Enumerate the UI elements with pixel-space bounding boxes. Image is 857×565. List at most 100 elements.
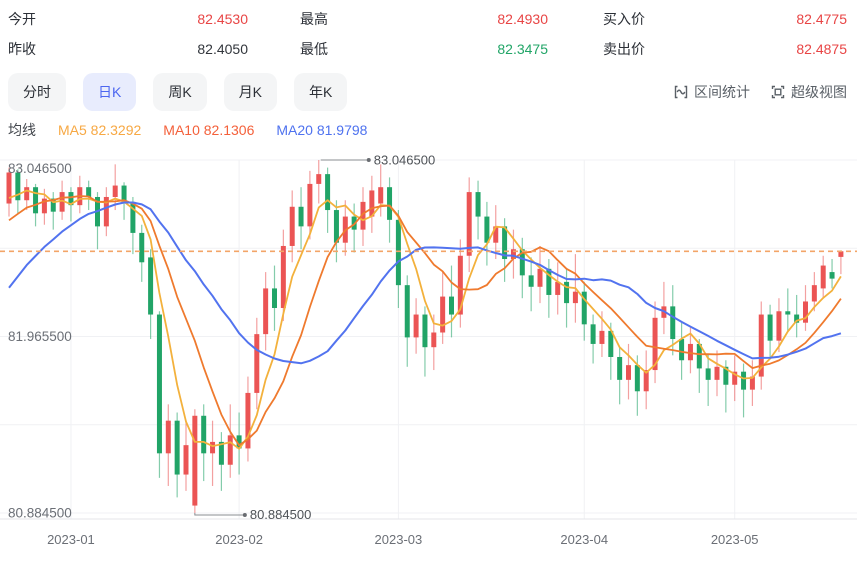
candle — [369, 190, 375, 217]
super-view-button[interactable]: 超级视图 — [770, 82, 847, 102]
today-open-value: 82.4530 — [197, 11, 248, 27]
candle — [572, 291, 578, 304]
svg-text:83.046500: 83.046500 — [374, 153, 435, 168]
candle — [280, 245, 286, 309]
candlestick-chart-svg[interactable]: 83.046500 80.884500 83.046500 81.965500 80.8… — [0, 148, 857, 565]
candle — [360, 201, 366, 230]
ma-legend: 均线 MA5 82.3292 MA10 82.1306 MA20 81.9798 — [8, 120, 367, 140]
low-value: 82.3475 — [497, 41, 548, 57]
candle — [581, 291, 587, 325]
candle — [652, 317, 658, 371]
candle — [183, 445, 189, 475]
ma10-line — [8, 195, 842, 447]
candle — [289, 206, 295, 246]
high-label: 最高 — [300, 11, 328, 27]
range-stats-button[interactable]: 区间统计 — [673, 82, 750, 102]
candle — [245, 392, 251, 449]
x-axis-label: 2023-04 — [560, 532, 608, 547]
candle — [811, 285, 817, 302]
tab-monthly-k[interactable]: 月K — [223, 73, 278, 111]
candle — [121, 185, 127, 202]
x-axis-label: 2023-03 — [375, 532, 423, 547]
candle — [643, 370, 649, 392]
candle — [528, 275, 534, 287]
max-annotation: 83.046500 — [320, 153, 435, 168]
candle — [732, 371, 738, 385]
candle — [590, 324, 596, 344]
min-annotation: 80.884500 — [194, 507, 311, 522]
candle — [440, 296, 446, 333]
candle — [404, 285, 410, 338]
candle — [298, 206, 304, 227]
candle — [148, 257, 154, 315]
quote-prev-close: 昨收 82.4050 — [8, 39, 248, 59]
tab-daily-k[interactable]: 日K — [83, 73, 137, 111]
candle — [218, 441, 224, 465]
x-axis-labels: 2023-01 2023-02 2023-03 2023-04 2023-05 — [47, 532, 758, 547]
candle — [466, 192, 472, 256]
candle — [741, 371, 747, 390]
candle — [634, 365, 640, 392]
candle — [50, 198, 56, 212]
candle — [484, 216, 490, 243]
candle — [236, 435, 242, 449]
candle — [785, 311, 791, 315]
candle — [829, 272, 835, 279]
candle — [758, 314, 764, 377]
period-tabs: 分时 日K 周K 月K 年K — [8, 73, 348, 111]
candle — [546, 268, 552, 295]
candle — [130, 201, 136, 233]
candle — [15, 172, 21, 201]
prev-close-label: 昨收 — [8, 41, 36, 57]
candle — [422, 314, 428, 348]
ma-legend-item-ma20: MA20 81.9798 — [276, 122, 368, 138]
x-axis-label: 2023-05 — [711, 532, 759, 547]
candle — [670, 306, 676, 340]
candle — [41, 198, 47, 214]
candle — [6, 172, 12, 204]
ma-legend-title: 均线 — [8, 122, 36, 138]
y-axis-label: 83.046500 — [8, 161, 72, 176]
candle — [617, 356, 623, 380]
candle — [510, 249, 516, 260]
candle — [449, 296, 454, 315]
prev-close-value: 82.4050 — [197, 41, 248, 57]
candle — [519, 249, 525, 276]
tab-weekly-k[interactable]: 周K — [153, 73, 207, 111]
tab-timeshare[interactable]: 分时 — [8, 73, 66, 111]
candle — [263, 288, 269, 335]
bid-value: 82.4775 — [796, 11, 847, 27]
range-stats-icon — [673, 84, 689, 100]
quote-high: 最高 82.4930 — [300, 9, 548, 29]
candle — [555, 281, 561, 295]
y-axis-label: 81.965500 — [8, 329, 72, 344]
super-view-icon — [770, 84, 786, 100]
candle — [86, 187, 92, 197]
candlestick-chart[interactable]: 83.046500 80.884500 83.046500 81.965500 80.8… — [0, 148, 857, 565]
candle — [210, 441, 216, 454]
candle — [59, 192, 65, 212]
tool-label: 超级视图 — [791, 84, 847, 100]
candle — [395, 219, 401, 286]
candle — [165, 420, 171, 454]
quote-today-open: 今开 82.4530 — [8, 9, 248, 29]
candle — [723, 366, 729, 385]
quote-bid: 买入价 82.4775 — [603, 9, 847, 29]
ask-value: 82.4875 — [796, 41, 847, 57]
candle — [599, 330, 605, 344]
candle — [112, 185, 118, 197]
candle — [679, 339, 685, 361]
candle — [776, 311, 782, 341]
candle — [431, 332, 437, 348]
ask-label: 卖出价 — [603, 41, 645, 57]
candle — [139, 232, 145, 263]
candle — [33, 187, 39, 214]
ma20-line — [8, 201, 842, 365]
candle — [537, 268, 543, 287]
y-axis-label: 80.884500 — [8, 506, 72, 521]
tab-yearly-k[interactable]: 年K — [294, 73, 348, 111]
candle — [378, 187, 384, 204]
candle — [192, 415, 198, 506]
grid — [0, 159, 857, 520]
